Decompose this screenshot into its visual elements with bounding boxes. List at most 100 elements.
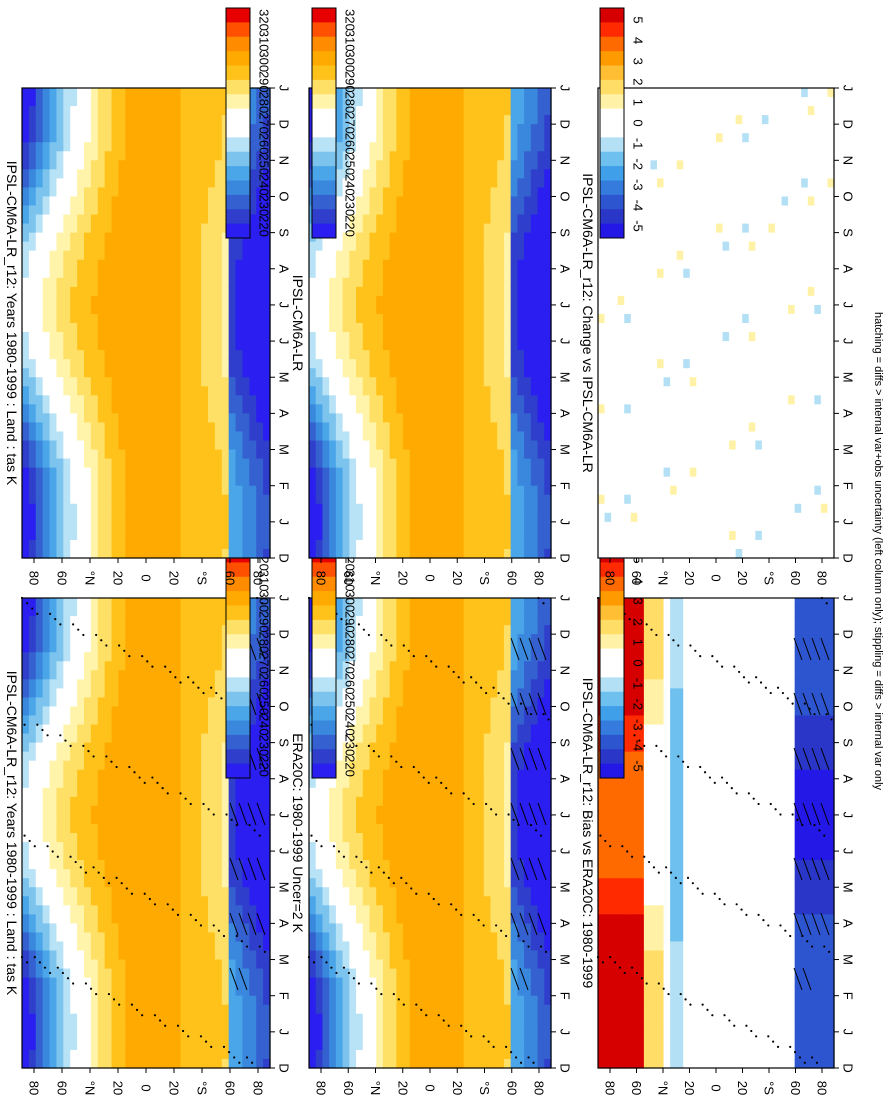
heat-cell bbox=[194, 652, 202, 662]
heat-cell bbox=[416, 878, 424, 888]
heat-cell bbox=[49, 760, 58, 771]
heat-cell bbox=[235, 341, 244, 351]
heat-cell bbox=[221, 1004, 230, 1015]
heat-cell bbox=[35, 223, 44, 234]
heat-cell bbox=[194, 539, 202, 550]
heat-cell bbox=[396, 625, 404, 635]
heat-cell bbox=[342, 625, 350, 635]
heat-cell bbox=[104, 950, 113, 961]
heat-cell bbox=[49, 214, 58, 225]
heat-cell bbox=[221, 950, 230, 961]
heat-cell bbox=[376, 706, 384, 717]
heat-cell bbox=[125, 896, 133, 906]
heat-cell bbox=[84, 187, 92, 198]
stipple-dot bbox=[156, 781, 159, 784]
heat-cell bbox=[35, 377, 44, 387]
heat-cell bbox=[28, 733, 37, 744]
heat-cell bbox=[49, 986, 58, 997]
month-tick-label: J bbox=[277, 85, 292, 92]
heat-cell bbox=[335, 805, 344, 816]
heat-cell bbox=[90, 896, 99, 906]
heat-cell bbox=[22, 724, 30, 735]
heat-cell bbox=[22, 169, 30, 179]
heat-cell bbox=[382, 941, 391, 952]
heat-cell bbox=[309, 878, 317, 888]
heat-cell bbox=[97, 679, 106, 689]
heat-cell bbox=[235, 277, 244, 288]
heat-cell bbox=[403, 914, 411, 924]
heat-cell bbox=[249, 1058, 257, 1069]
heat-cell bbox=[132, 88, 140, 98]
heat-cell bbox=[84, 521, 92, 532]
heat-cell bbox=[146, 458, 154, 469]
heat-cell bbox=[56, 670, 64, 680]
heat-cell bbox=[349, 679, 357, 689]
heat-cell bbox=[173, 88, 182, 98]
colorbar-swatch bbox=[226, 223, 250, 239]
heat-cell bbox=[187, 896, 195, 906]
heat-cell bbox=[28, 368, 37, 378]
heat-cell bbox=[97, 521, 106, 532]
heat-cell bbox=[256, 205, 264, 216]
heat-cell bbox=[256, 986, 264, 997]
heat-cell bbox=[396, 796, 404, 807]
heat-cell bbox=[396, 823, 404, 834]
heat-cell bbox=[63, 823, 71, 834]
heat-cell bbox=[335, 796, 344, 807]
heat-cell bbox=[208, 968, 216, 979]
heat-cell bbox=[249, 1004, 257, 1015]
heat-cell bbox=[125, 1004, 133, 1015]
heat-cell bbox=[152, 670, 161, 680]
heat-cell bbox=[97, 106, 106, 116]
heat-cell bbox=[263, 878, 271, 888]
colorbar-frame bbox=[225, 7, 251, 239]
heat-cell bbox=[159, 905, 168, 915]
heat-cell bbox=[35, 742, 44, 753]
heat-cell bbox=[49, 458, 58, 469]
heat-cell bbox=[356, 679, 364, 689]
heat-cell bbox=[376, 977, 384, 988]
colorbar-swatch bbox=[226, 94, 250, 110]
heat-cell bbox=[208, 440, 216, 451]
heat-cell bbox=[77, 259, 85, 270]
heat-cell bbox=[125, 332, 133, 342]
heat-cell bbox=[173, 548, 182, 559]
heat-cell bbox=[125, 869, 133, 879]
stipple-dot bbox=[105, 644, 108, 647]
heat-cell bbox=[242, 986, 250, 997]
heat-cell bbox=[125, 833, 133, 843]
heat-cell bbox=[42, 449, 51, 460]
heat-cell bbox=[173, 106, 182, 116]
heat-cell bbox=[256, 232, 264, 243]
heat-cell bbox=[369, 760, 377, 771]
heat-cell bbox=[111, 458, 120, 469]
heat-cell bbox=[249, 869, 257, 879]
heat-cell bbox=[97, 178, 106, 189]
stipple-dot bbox=[179, 792, 182, 795]
heat-cell bbox=[84, 652, 92, 662]
heat-cell bbox=[132, 395, 140, 405]
heat-cell bbox=[22, 986, 30, 997]
heat-cell bbox=[125, 413, 133, 424]
heat-cell bbox=[369, 968, 377, 979]
heat-cell bbox=[63, 715, 71, 726]
heat-cell bbox=[22, 950, 30, 961]
heat-cell bbox=[166, 950, 175, 961]
heat-cell bbox=[152, 860, 161, 870]
heat-cell bbox=[104, 823, 113, 834]
heat-cell bbox=[180, 742, 188, 753]
heat-cell bbox=[22, 787, 30, 798]
heat-cell bbox=[28, 607, 37, 617]
heat-cell bbox=[214, 250, 223, 261]
heat-cell bbox=[111, 733, 120, 744]
heat-cell bbox=[187, 250, 195, 261]
heat-cell bbox=[256, 368, 264, 378]
heat-cell bbox=[84, 332, 92, 342]
heat-cell bbox=[139, 851, 147, 861]
heat-cell bbox=[104, 440, 113, 451]
heat-cell bbox=[256, 742, 264, 753]
heat-cell bbox=[139, 268, 147, 279]
heat-cell bbox=[42, 431, 51, 442]
heat-cell bbox=[77, 142, 85, 152]
heat-cell bbox=[256, 905, 264, 915]
